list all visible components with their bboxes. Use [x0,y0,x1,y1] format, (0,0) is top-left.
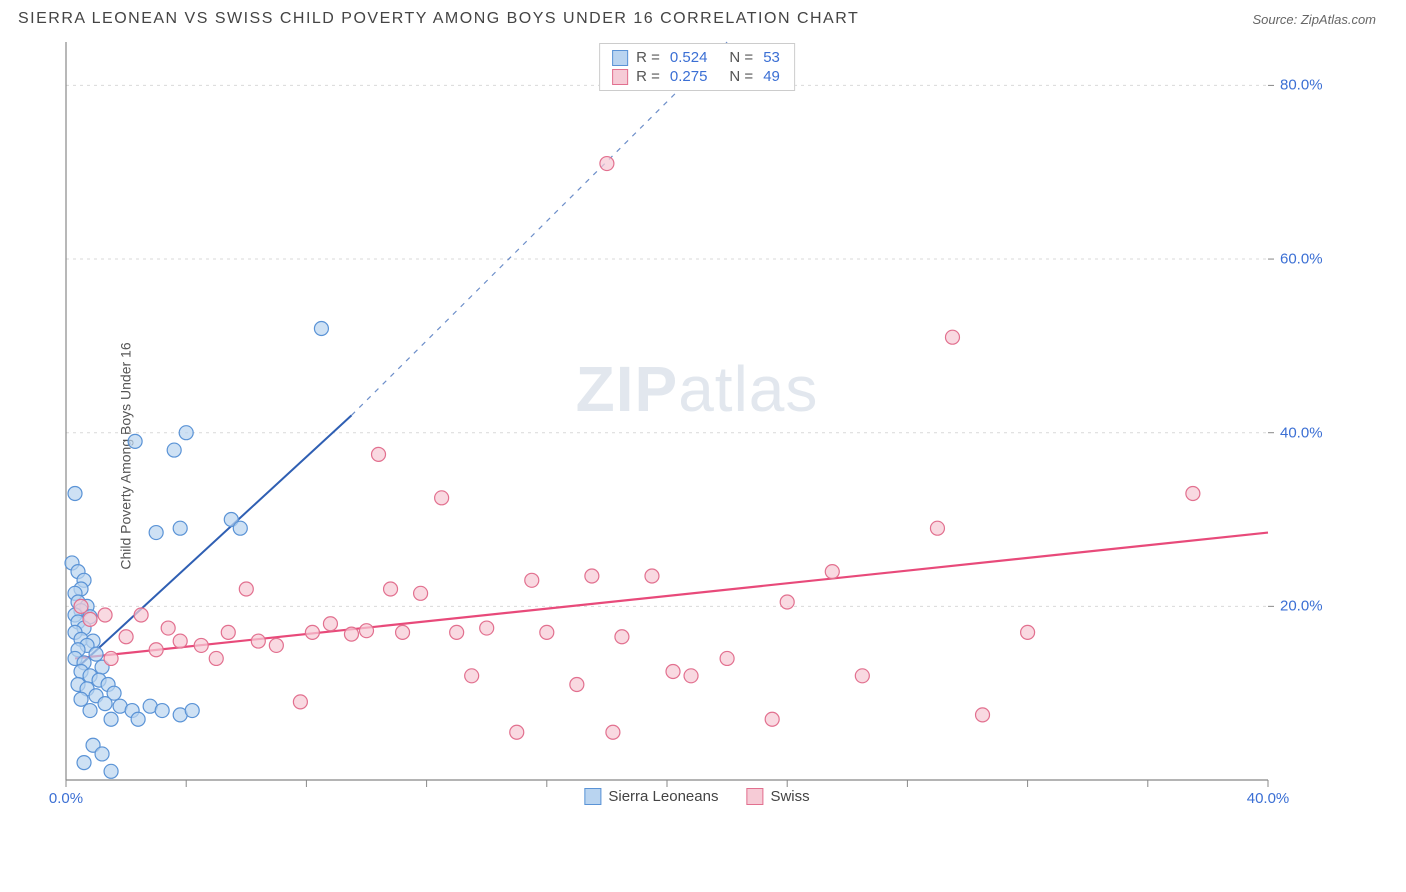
chart-area: Child Poverty Among Boys Under 16 ZIPatl… [18,40,1376,872]
legend-label: Sierra Leoneans [608,788,718,805]
legend-swatch [746,788,763,805]
x-tick-label: 0.0% [49,790,83,807]
y-tick-label: 40.0% [1280,424,1323,441]
stat-n-label: N = [729,49,753,66]
series-legend-item: Swiss [746,788,809,805]
legend-label: Swiss [770,788,809,805]
stat-r-value: 0.275 [670,68,708,85]
x-tick-label: 40.0% [1247,790,1290,807]
stat-r-label: R = [636,49,660,66]
stat-r-label: R = [636,68,660,85]
stat-legend-row: R = 0.524 N = 53 [612,48,782,67]
series-legend: Sierra Leoneans Swiss [584,788,809,805]
y-tick-label: 20.0% [1280,598,1323,615]
legend-swatch [612,69,628,85]
legend-swatch [612,50,628,66]
stat-n-value: 53 [763,49,780,66]
statistics-legend: R = 0.524 N = 53 R = 0.275 N = 49 [599,43,795,91]
y-tick-label: 60.0% [1280,251,1323,268]
series-legend-item: Sierra Leoneans [584,788,718,805]
scatter-plot [48,40,1338,810]
legend-swatch [584,788,601,805]
source-attribution: Source: ZipAtlas.com [1252,12,1376,27]
stat-n-label: N = [729,68,753,85]
stat-legend-row: R = 0.275 N = 49 [612,67,782,86]
chart-title: SIERRA LEONEAN VS SWISS CHILD POVERTY AM… [18,10,859,28]
chart-header: SIERRA LEONEAN VS SWISS CHILD POVERTY AM… [0,0,1406,34]
stat-r-value: 0.524 [670,49,708,66]
stat-n-value: 49 [763,68,780,85]
y-tick-label: 80.0% [1280,77,1323,94]
